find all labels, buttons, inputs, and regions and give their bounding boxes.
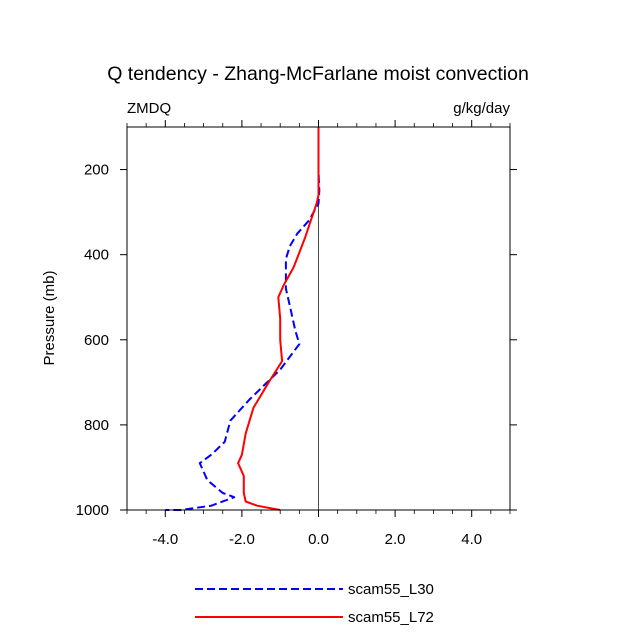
y-axis-label: Pressure (mb) — [41, 270, 58, 365]
left-string: ZMDQ — [127, 100, 171, 117]
x-tick-label: 0.0 — [308, 531, 329, 548]
x-tick-label: -2.0 — [229, 531, 255, 548]
x-tick-label: 2.0 — [385, 531, 406, 548]
x-tick-label: -4.0 — [152, 531, 178, 548]
y-tick-label: 600 — [84, 332, 109, 349]
chart-title: Q tendency - Zhang-McFarlane moist conve… — [107, 63, 529, 85]
right-string: g/kg/day — [453, 100, 510, 117]
x-tick-label: 4.0 — [461, 531, 482, 548]
y-tick-label: 200 — [84, 162, 109, 179]
y-tick-label: 800 — [84, 417, 109, 434]
legend-label: scam55_L72 — [348, 609, 434, 626]
plot-frame — [126, 126, 511, 511]
legend-label: scam55_L30 — [348, 581, 434, 598]
series-line-scam55_L30 — [165, 127, 321, 511]
legend: scam55_L30 scam55_L72 — [195, 581, 434, 626]
y-tick-label: 1000 — [76, 502, 109, 519]
y-tick-label: 400 — [84, 247, 109, 264]
series-line-scam55_L72 — [237, 127, 320, 511]
